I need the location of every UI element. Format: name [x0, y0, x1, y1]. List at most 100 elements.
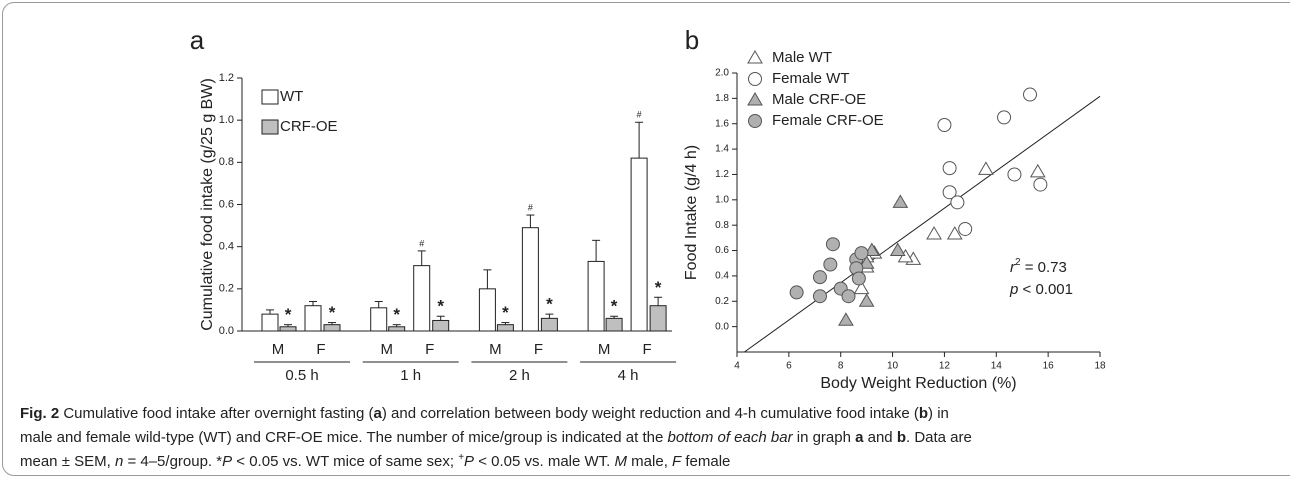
point: [825, 237, 840, 252]
caption-text: = 4–5/group. *: [123, 453, 223, 470]
y-tick-label: 0.6: [715, 245, 729, 256]
caption: Fig. 2 Cumulative food intake after over…: [20, 402, 1270, 474]
legend-swatch: [261, 119, 279, 135]
y-tick-label: 0.8: [715, 220, 729, 231]
caption-text: female: [681, 453, 731, 470]
y-tick-label: 1.2: [219, 72, 234, 84]
point: [1033, 177, 1048, 192]
point: [853, 280, 870, 295]
group-label: 2 h: [509, 367, 530, 384]
significance-mark: *: [546, 295, 553, 314]
significance-mark: *: [502, 303, 509, 322]
x-tick-label: 4: [734, 361, 740, 372]
caption-text: b: [918, 405, 929, 422]
bar: [413, 265, 431, 332]
point: [937, 117, 952, 132]
stat-symbol: r: [1010, 259, 1016, 276]
figure-frame: [2, 2, 1290, 476]
stat-text: = 0.73: [1021, 259, 1067, 276]
y-tick-label: 0.0: [219, 325, 234, 337]
chart-title: a: [190, 25, 205, 55]
x-tick-label: 10: [887, 361, 899, 372]
point: [838, 312, 854, 326]
y-axis-label: Cumulative food intake (g/25 g BW): [199, 78, 216, 331]
stat-superscript: 2: [1015, 257, 1021, 268]
y-tick-label: 1.8: [715, 93, 729, 104]
point: [889, 242, 906, 257]
caption-line: Fig. 2 Cumulative food intake after over…: [20, 402, 1270, 426]
bar: [540, 317, 558, 332]
x-tick-label: 18: [1094, 361, 1106, 372]
caption-text: n: [114, 453, 124, 470]
x-tick-label: 6: [786, 361, 792, 372]
legend-marker: [747, 50, 763, 64]
caption-text: b: [896, 429, 906, 446]
bar: [649, 305, 667, 332]
y-tick-label: 1.0: [715, 194, 729, 205]
stat-symbol: p: [1009, 281, 1018, 298]
caption-text: bottom of each bar: [667, 429, 793, 446]
x-axis-label: Body Weight Reduction (%): [820, 375, 1016, 392]
legend-marker: [748, 114, 762, 128]
legend-label: Male WT: [772, 49, 832, 66]
y-tick-label: 0.2: [219, 283, 234, 295]
point: [1007, 167, 1022, 182]
legend-label: Female WT: [772, 70, 850, 87]
caption-text: P: [464, 453, 475, 470]
point: [851, 271, 866, 286]
point: [854, 246, 869, 261]
point: [823, 257, 838, 272]
point: [858, 293, 875, 307]
x-tick-label: 8: [838, 361, 844, 372]
point: [926, 226, 942, 240]
caption-text: a: [373, 405, 382, 422]
y-tick-label: 0.2: [715, 296, 729, 307]
group-label: 4 h: [618, 367, 639, 384]
point: [812, 289, 827, 304]
point: [858, 255, 875, 269]
y-tick-label: 1.6: [715, 118, 729, 129]
significance-mark: *: [611, 297, 618, 316]
point: [958, 221, 973, 236]
legend-label: Male CRF-OE: [772, 91, 866, 108]
x-tick-label: F: [534, 341, 543, 358]
point: [942, 185, 957, 200]
point: [997, 110, 1012, 125]
x-tick-label: 16: [1043, 361, 1055, 372]
point: [950, 195, 965, 210]
point: [812, 270, 827, 285]
significance-mark: *: [285, 305, 292, 324]
significance-mark: *: [655, 278, 662, 297]
caption-text: male and female wild-type (WT) and CRF-O…: [20, 429, 668, 446]
legend-swatch: [261, 89, 279, 105]
regression-line: [744, 95, 1101, 353]
point: [892, 194, 909, 208]
significance-mark: *: [437, 297, 444, 316]
point: [1022, 87, 1037, 102]
x-tick-label: M: [380, 341, 393, 358]
x-tick-label: M: [598, 341, 611, 358]
caption-text: < 0.05 vs. male WT.: [474, 453, 615, 470]
x-tick-label: M: [272, 341, 285, 358]
caption-text: in graph: [792, 429, 856, 446]
bar: [605, 317, 623, 332]
point: [978, 161, 994, 175]
point: [946, 226, 963, 240]
bar: [432, 319, 450, 332]
y-tick-label: 1.2: [715, 169, 729, 180]
y-tick-label: 0.0: [715, 321, 729, 332]
legend-marker: [748, 72, 762, 86]
legend-marker: [747, 92, 763, 106]
group-label: 0.5 h: [285, 367, 318, 384]
legend-label: WT: [280, 88, 303, 105]
caption-text: male,: [627, 453, 673, 470]
significance-mark: *: [393, 305, 400, 324]
y-tick-label: 0.8: [219, 156, 234, 168]
caption-text: F: [672, 453, 682, 470]
y-axis-label: Food Intake (g/4 h): [683, 145, 700, 280]
caption-text: P: [222, 453, 233, 470]
point: [942, 161, 957, 176]
x-tick-label: 14: [991, 361, 1003, 372]
y-tick-label: 1.0: [219, 114, 234, 126]
caption-text: M: [614, 453, 628, 470]
